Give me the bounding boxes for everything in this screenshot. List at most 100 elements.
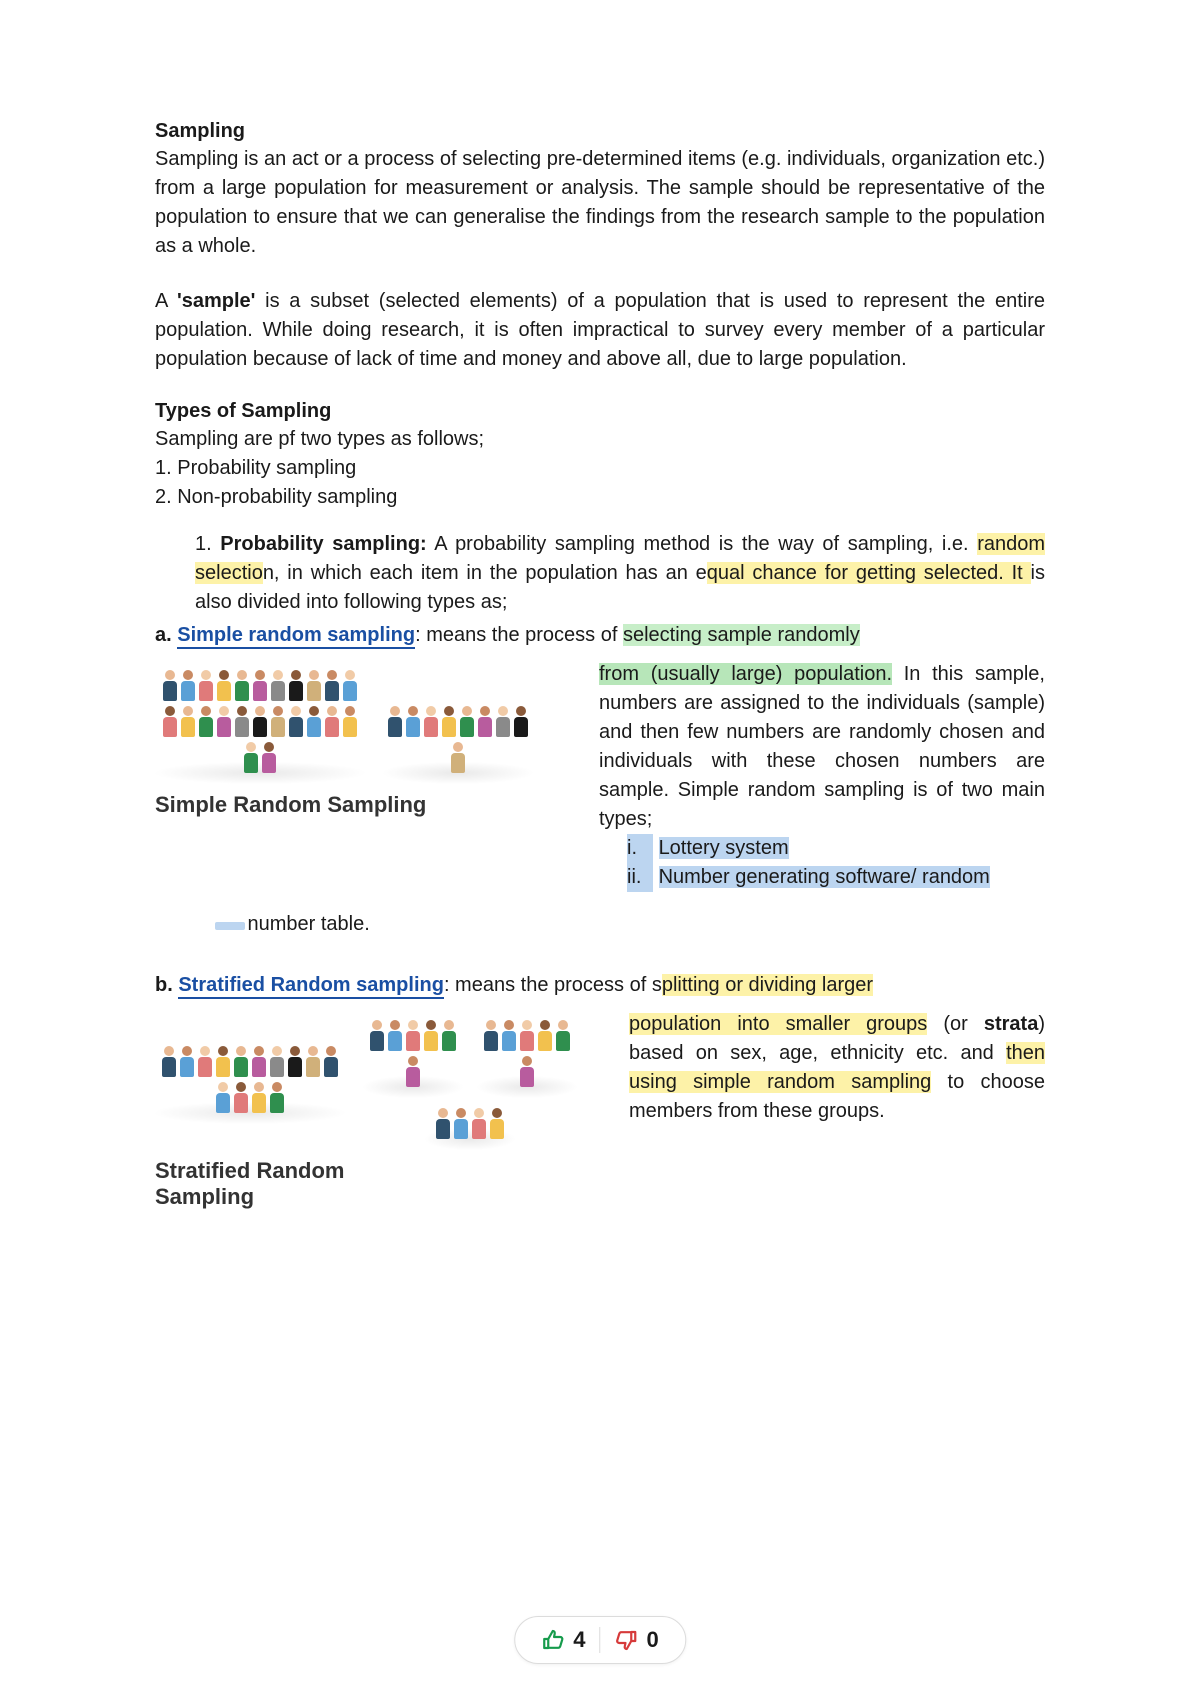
strat-heading-line: b. Stratified Random sampling: means the… bbox=[155, 971, 1045, 1000]
thumbs-up-icon bbox=[541, 1628, 565, 1652]
person-icon bbox=[369, 1020, 385, 1054]
person-icon bbox=[471, 1108, 487, 1142]
person-icon bbox=[270, 706, 286, 740]
link-stratified-random-sampling[interactable]: Stratified Random sampling bbox=[178, 974, 444, 999]
person-icon bbox=[441, 706, 457, 740]
heading-sampling: Sampling bbox=[155, 120, 1045, 143]
strat-subgroups bbox=[363, 1016, 577, 1146]
bold-sample: 'sample' bbox=[177, 290, 255, 312]
person-icon bbox=[324, 670, 340, 704]
person-icon bbox=[252, 706, 268, 740]
srs-number-table-line: number table. bbox=[215, 910, 1045, 939]
person-icon bbox=[519, 1020, 535, 1054]
person-icon bbox=[489, 1108, 505, 1142]
person-icon bbox=[233, 1082, 249, 1116]
person-icon bbox=[270, 670, 286, 704]
roman-i: i. Lottery system bbox=[627, 834, 1045, 863]
link-simple-random-sampling[interactable]: Simple random sampling bbox=[177, 624, 415, 649]
text: 1. bbox=[195, 533, 220, 555]
person-icon bbox=[251, 1046, 267, 1080]
person-icon bbox=[459, 706, 475, 740]
strat-row: Stratified Random Sampling population in… bbox=[155, 1010, 1045, 1210]
person-icon bbox=[342, 670, 358, 704]
srs-illustration bbox=[155, 660, 575, 784]
highlight-green: from (usually large) population. bbox=[599, 663, 892, 685]
person-icon bbox=[161, 1046, 177, 1080]
person-icon bbox=[513, 706, 529, 740]
strat-illustration bbox=[155, 1010, 605, 1150]
roman-label: ii. bbox=[627, 863, 653, 892]
person-icon bbox=[387, 1020, 403, 1054]
people-group bbox=[425, 1104, 515, 1146]
document-page: Sampling Sampling is an act or a process… bbox=[0, 0, 1200, 1698]
person-icon bbox=[251, 1082, 267, 1116]
types-item-2: 2. Non-probability sampling bbox=[155, 483, 1045, 512]
text: : means the process of s bbox=[444, 974, 662, 996]
thumbs-down-icon bbox=[615, 1628, 639, 1652]
person-icon bbox=[180, 706, 196, 740]
crowd-small bbox=[477, 1016, 577, 1094]
person-icon bbox=[287, 1046, 303, 1080]
person-icon bbox=[197, 1046, 213, 1080]
probability-item: 1. Probability sampling: A probability s… bbox=[195, 530, 1045, 617]
text: (or bbox=[927, 1013, 984, 1035]
crowd-small bbox=[363, 1016, 463, 1094]
person-icon bbox=[162, 670, 178, 704]
person-icon bbox=[198, 706, 214, 740]
person-icon bbox=[387, 706, 403, 740]
highlight-blue: Number generating software/ random bbox=[659, 866, 990, 888]
person-icon bbox=[243, 742, 259, 776]
person-icon bbox=[179, 1046, 195, 1080]
crowd-large bbox=[155, 666, 365, 780]
heading-types: Types of Sampling bbox=[155, 400, 1045, 423]
highlight-yellow: plitting or dividing larger bbox=[662, 974, 873, 996]
person-icon bbox=[269, 1082, 285, 1116]
person-icon bbox=[453, 1108, 469, 1142]
person-icon bbox=[216, 706, 232, 740]
roman-ii: ii. Number generating software/ random bbox=[627, 863, 1045, 892]
person-icon bbox=[324, 706, 340, 740]
highlight-blue: Lottery system bbox=[659, 837, 789, 859]
person-icon bbox=[450, 742, 466, 776]
bold-strata: strata bbox=[984, 1013, 1038, 1035]
types-item-1: 1. Probability sampling bbox=[155, 454, 1045, 483]
vote-bar: 4 0 bbox=[514, 1616, 686, 1664]
vote-separator bbox=[600, 1627, 601, 1653]
text: n, in which each item in the population … bbox=[263, 562, 707, 584]
crowd-small bbox=[425, 1104, 515, 1146]
strat-figure: Stratified Random Sampling bbox=[155, 1010, 605, 1210]
person-icon bbox=[483, 1020, 499, 1054]
person-icon bbox=[162, 706, 178, 740]
text: A probability sampling method is the way… bbox=[427, 533, 977, 555]
srs-side-text: from (usually large) population. In this… bbox=[599, 660, 1045, 892]
text: is a subset (selected elements) of a pop… bbox=[155, 290, 1045, 370]
highlight-yellow: qual chance for getting selected. It bbox=[707, 562, 1031, 584]
person-icon bbox=[423, 706, 439, 740]
types-intro: Sampling are pf two types as follows; bbox=[155, 425, 1045, 454]
person-icon bbox=[306, 706, 322, 740]
downvote-count: 0 bbox=[647, 1627, 659, 1653]
upvote-button[interactable]: 4 bbox=[541, 1627, 585, 1653]
upvote-count: 4 bbox=[573, 1627, 585, 1653]
text: : means the process of bbox=[415, 624, 623, 646]
person-icon bbox=[234, 670, 250, 704]
downvote-button[interactable]: 0 bbox=[615, 1627, 659, 1653]
person-icon bbox=[405, 1020, 421, 1054]
person-icon bbox=[477, 706, 493, 740]
person-icon bbox=[180, 670, 196, 704]
text: a. bbox=[155, 624, 177, 646]
people-group bbox=[155, 1042, 345, 1120]
person-icon bbox=[435, 1108, 451, 1142]
person-icon bbox=[405, 706, 421, 740]
highlight-blue-bar bbox=[215, 922, 245, 930]
person-icon bbox=[216, 670, 232, 704]
highlight-yellow: population into smaller groups bbox=[629, 1013, 927, 1035]
roman-label: i. bbox=[627, 834, 653, 863]
person-icon bbox=[537, 1020, 553, 1054]
person-icon bbox=[305, 1046, 321, 1080]
person-icon bbox=[501, 1020, 517, 1054]
people-group bbox=[477, 1016, 577, 1094]
person-icon bbox=[234, 706, 250, 740]
srs-figure: Simple Random Sampling bbox=[155, 660, 575, 818]
prob-title: Probability sampling: bbox=[220, 533, 426, 555]
